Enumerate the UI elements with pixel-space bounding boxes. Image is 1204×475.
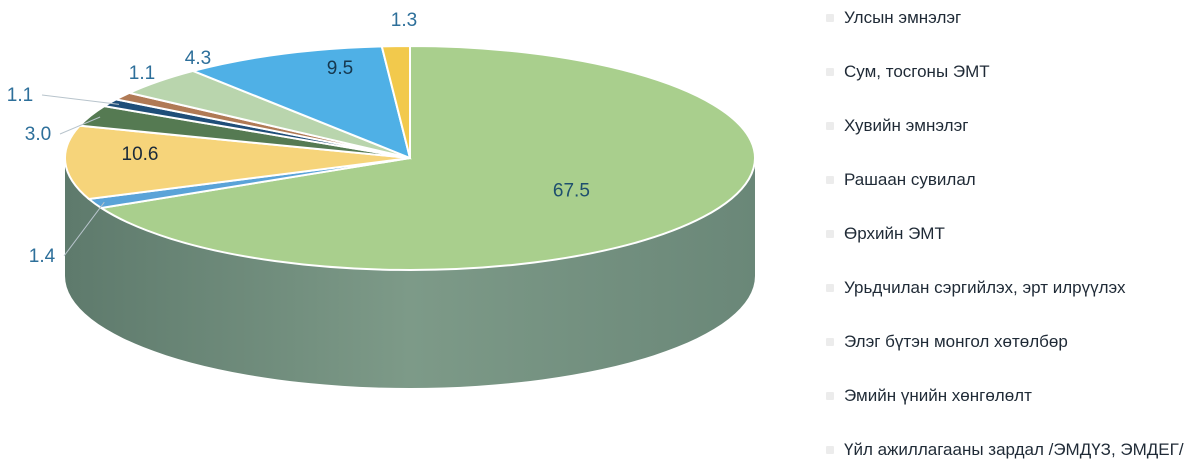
legend-label: Эмийн үнийн хөнгөлөлт: [844, 386, 1032, 405]
legend: Улсын эмнэлэг Сум, тосгоны ЭМТ Хувийн эмнэ…: [826, 0, 1204, 475]
legend-swatch: [826, 176, 834, 184]
leader-line-2: [63, 201, 105, 257]
data-labels: 67.5 1.4 10.6 3.0 1.1 1.1 4.3 9.5 1.3: [7, 10, 590, 267]
legend-item-1: Улсын эмнэлэг: [826, 8, 1199, 28]
legend-item-3: Хувийн эмнэлэг: [826, 116, 1199, 136]
pie-slice-1: [98, 44, 756, 271]
legend-item-7: Элэг бүтэн монгол хөтөлбөр: [826, 332, 1199, 352]
legend-label: Урьдчилан сэргийлэх, эрт илрүүлэх: [844, 278, 1126, 297]
pie-slice-3: [64, 124, 411, 201]
legend-item-8: Эмийн үнийн хөнгөлөлт: [826, 386, 1199, 406]
data-label-8: 9.5: [327, 58, 353, 79]
legend-swatch: [826, 68, 834, 76]
legend-item-2: Сум, тосгоны ЭМТ: [826, 62, 1199, 82]
legend-item-4: Рашаан сувилал: [826, 170, 1199, 190]
leader-lines: [41, 94, 120, 257]
data-label-9: 1.3: [391, 10, 417, 31]
data-label-7: 4.3: [185, 48, 211, 69]
legend-item-5: Өрхийн ЭМТ: [826, 224, 1199, 244]
legend-label: Өрхийн ЭМТ: [844, 224, 945, 243]
data-label-2: 1.4: [29, 246, 56, 267]
legend-swatch: [826, 446, 834, 454]
pie-slice-8: [189, 45, 412, 160]
legend-item-9: Үйл ажиллагааны зардал /ЭМДҮЗ, ЭМДЕГ/: [826, 440, 1199, 460]
data-label-5: 1.1: [7, 85, 33, 106]
legend-label: Хувийн эмнэлэг: [844, 116, 969, 135]
legend-swatch: [826, 14, 834, 22]
legend-label: Рашаан сувилал: [844, 170, 976, 189]
pie-chart: 67.5 1.4 10.6 3.0 1.1 1.1 4.3 9.5 1.3: [7, 10, 756, 388]
legend-label: Сум, тосгоны ЭМТ: [844, 62, 990, 81]
legend-swatch: [826, 122, 834, 130]
legend-swatch: [826, 392, 834, 400]
legend-label: Улсын эмнэлэг: [844, 8, 962, 27]
leader-line-5: [41, 94, 120, 105]
pie-side-wall: [65, 158, 755, 388]
leader-line-4: [59, 116, 101, 135]
legend-swatch: [826, 338, 834, 346]
legend-label: Элэг бүтэн монгол хөтөлбөр: [844, 332, 1068, 351]
pie-slice-9: [380, 44, 411, 159]
data-label-6: 1.1: [129, 63, 155, 84]
legend-label: Үйл ажиллагааны зардал /ЭМДҮЗ, ЭМДЕГ/: [844, 440, 1184, 459]
legend-swatch: [826, 230, 834, 238]
pie-slices: [64, 44, 756, 271]
data-label-1: 67.5: [553, 180, 590, 201]
data-label-4: 3.0: [25, 124, 51, 145]
data-label-3: 10.6: [122, 144, 159, 165]
legend-swatch: [826, 284, 834, 292]
legend-item-6: Урьдчилан сэргийлэх, эрт илрүүлэх: [826, 278, 1199, 298]
pie-3d-side: [65, 158, 755, 388]
